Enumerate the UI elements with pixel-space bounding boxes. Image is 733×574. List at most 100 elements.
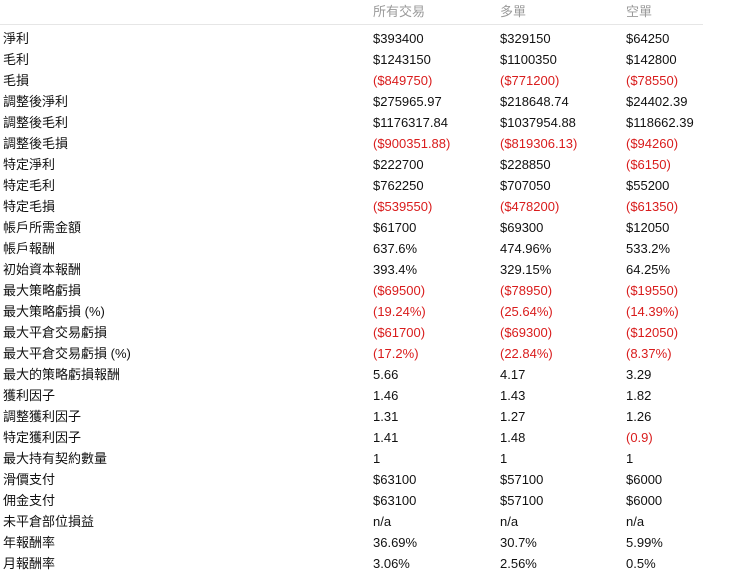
value-long: (25.64%) bbox=[500, 304, 553, 319]
value-short: 0.5% bbox=[626, 556, 656, 571]
row-label: 特定毛損 bbox=[3, 199, 56, 214]
row-label: 淨利 bbox=[3, 31, 30, 46]
value-short: $64250 bbox=[626, 31, 670, 46]
value-short: $55200 bbox=[626, 178, 670, 193]
table-row: 特定毛損 ($539550) ($478200) ($61350) bbox=[0, 196, 733, 217]
value-short: $24402.39 bbox=[626, 94, 688, 109]
row-label: 調整獲利因子 bbox=[3, 409, 82, 424]
value-long: 30.7% bbox=[500, 535, 537, 550]
row-label: 最大平倉交易虧損 bbox=[3, 325, 108, 340]
value-all-trades: ($539550) bbox=[373, 199, 433, 214]
value-short: $6000 bbox=[626, 493, 663, 508]
table-row: 特定獲利因子 1.41 1.48 (0.9) bbox=[0, 427, 733, 448]
row-label: 佣金支付 bbox=[3, 493, 56, 508]
row-label: 調整後淨利 bbox=[3, 94, 69, 109]
value-all-trades: n/a bbox=[373, 514, 392, 529]
table-row: 最大持有契約數量 1 1 1 bbox=[0, 448, 733, 469]
value-short: ($6150) bbox=[626, 157, 671, 172]
row-label: 最大策略虧損 (%) bbox=[3, 304, 105, 319]
value-all-trades: ($69500) bbox=[373, 283, 426, 298]
value-all-trades: $1243150 bbox=[373, 52, 431, 67]
row-label: 毛損 bbox=[3, 73, 30, 88]
value-long: $69300 bbox=[500, 220, 544, 235]
value-long: ($819306.13) bbox=[500, 136, 578, 151]
value-short: $6000 bbox=[626, 472, 663, 487]
table-row: 帳戶所需金額 $61700 $69300 $12050 bbox=[0, 217, 733, 238]
table-row: 特定毛利 $762250 $707050 $55200 bbox=[0, 175, 733, 196]
value-short: 1 bbox=[626, 451, 634, 466]
value-all-trades: $1176317.84 bbox=[373, 115, 448, 130]
row-label: 調整後毛損 bbox=[3, 136, 69, 151]
table-row: 帳戶報酬 637.6% 474.96% 533.2% bbox=[0, 238, 733, 259]
value-short: (8.37%) bbox=[626, 346, 672, 361]
value-all-trades: ($61700) bbox=[373, 325, 426, 340]
table-row: 毛利 $1243150 $1100350 $142800 bbox=[0, 49, 733, 70]
value-all-trades: ($849750) bbox=[373, 73, 433, 88]
value-all-trades: 5.66 bbox=[373, 367, 399, 382]
value-long: ($771200) bbox=[500, 73, 560, 88]
value-all-trades: 36.69% bbox=[373, 535, 418, 550]
value-long: $1037954.88 bbox=[500, 115, 576, 130]
value-all-trades: $275965.97 bbox=[373, 94, 442, 109]
value-long: $57100 bbox=[500, 493, 544, 508]
table-row: 最大策略虧損 (%) (19.24%) (25.64%) (14.39%) bbox=[0, 301, 733, 322]
row-label: 滑價支付 bbox=[3, 472, 56, 487]
value-short: 5.99% bbox=[626, 535, 663, 550]
table-row: 佣金支付 $63100 $57100 $6000 bbox=[0, 490, 733, 511]
value-long: 4.17 bbox=[500, 367, 526, 382]
row-label: 最大的策略虧損報酬 bbox=[3, 367, 121, 382]
report-table-body: 淨利 $393400 $329150 $64250 毛利 $1243150 $1100350… bbox=[0, 28, 733, 574]
value-long: 329.15% bbox=[500, 262, 552, 277]
value-short: $142800 bbox=[626, 52, 677, 67]
value-long: 1.48 bbox=[500, 430, 526, 445]
table-row: 最大平倉交易虧損 (%) (17.2%) (22.84%) (8.37%) bbox=[0, 343, 733, 364]
table-row: 未平倉部位損益 n/a n/a n/a bbox=[0, 511, 733, 532]
value-all-trades: (17.2%) bbox=[373, 346, 419, 361]
value-all-trades: $63100 bbox=[373, 493, 417, 508]
table-row: 初始資本報酬 393.4% 329.15% 64.25% bbox=[0, 259, 733, 280]
value-long: $218648.74 bbox=[500, 94, 569, 109]
value-long: 1.27 bbox=[500, 409, 526, 424]
value-short: 1.26 bbox=[626, 409, 652, 424]
value-all-trades: ($900351.88) bbox=[373, 136, 451, 151]
row-label: 調整後毛利 bbox=[3, 115, 69, 130]
table-row: 淨利 $393400 $329150 $64250 bbox=[0, 28, 733, 49]
table-row: 月報酬率 3.06% 2.56% 0.5% bbox=[0, 553, 733, 574]
row-label: 未平倉部位損益 bbox=[3, 514, 95, 529]
value-short: 64.25% bbox=[626, 262, 671, 277]
table-row: 調整獲利因子 1.31 1.27 1.26 bbox=[0, 406, 733, 427]
table-row: 滑價支付 $63100 $57100 $6000 bbox=[0, 469, 733, 490]
value-all-trades: 637.6% bbox=[373, 241, 418, 256]
value-all-trades: (19.24%) bbox=[373, 304, 426, 319]
table-row: 獲利因子 1.46 1.43 1.82 bbox=[0, 385, 733, 406]
value-short: (0.9) bbox=[626, 430, 653, 445]
table-row: 最大的策略虧損報酬 5.66 4.17 3.29 bbox=[0, 364, 733, 385]
value-all-trades: $762250 bbox=[373, 178, 424, 193]
value-long: $707050 bbox=[500, 178, 551, 193]
table-row: 調整後毛損 ($900351.88) ($819306.13) ($94260) bbox=[0, 133, 733, 154]
value-long: 2.56% bbox=[500, 556, 537, 571]
value-short: 533.2% bbox=[626, 241, 671, 256]
table-row: 年報酬率 36.69% 30.7% 5.99% bbox=[0, 532, 733, 553]
table-row: 毛損 ($849750) ($771200) ($78550) bbox=[0, 70, 733, 91]
column-header-row: 所有交易 多單 空單 bbox=[0, 0, 703, 25]
value-short: ($94260) bbox=[626, 136, 679, 151]
table-row: 調整後淨利 $275965.97 $218648.74 $24402.39 bbox=[0, 91, 733, 112]
value-all-trades: 1.46 bbox=[373, 388, 399, 403]
table-row: 最大平倉交易虧損 ($61700) ($69300) ($12050) bbox=[0, 322, 733, 343]
value-long: $1100350 bbox=[500, 52, 557, 67]
column-header-all-trades: 所有交易 bbox=[373, 4, 426, 19]
value-long: ($478200) bbox=[500, 199, 560, 214]
value-short: $118662.39 bbox=[626, 115, 694, 130]
row-label: 特定獲利因子 bbox=[3, 430, 82, 445]
table-row: 特定淨利 $222700 $228850 ($6150) bbox=[0, 154, 733, 175]
value-long: $57100 bbox=[500, 472, 544, 487]
column-header-short: 空單 bbox=[626, 4, 653, 19]
value-short: ($61350) bbox=[626, 199, 679, 214]
value-all-trades: 1.31 bbox=[373, 409, 399, 424]
value-long: 1 bbox=[500, 451, 508, 466]
row-label: 初始資本報酬 bbox=[3, 262, 82, 277]
row-label: 年報酬率 bbox=[3, 535, 56, 550]
row-label: 特定毛利 bbox=[3, 178, 56, 193]
